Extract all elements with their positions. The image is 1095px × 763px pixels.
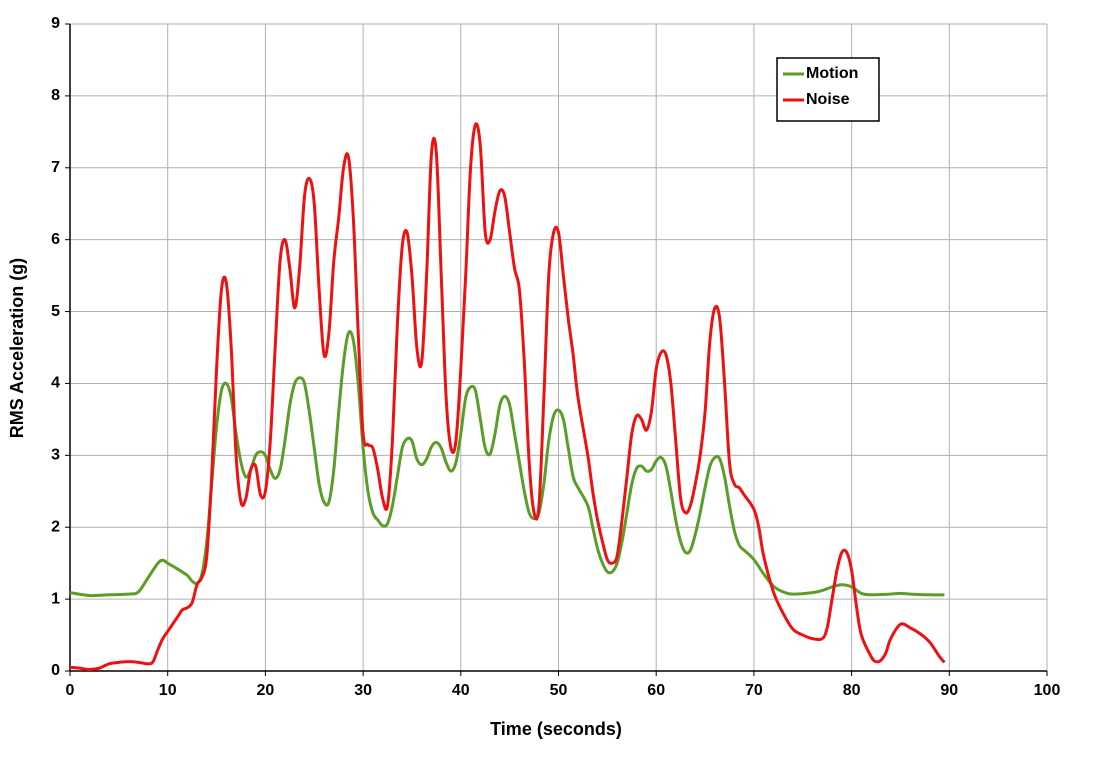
y-tick-label: 5 xyxy=(51,303,60,320)
y-tick-label: 0 xyxy=(51,662,60,679)
legend-box xyxy=(776,57,880,122)
x-axis-label: Time (seconds) xyxy=(490,719,622,739)
x-tick-label: 20 xyxy=(257,682,275,699)
y-axis-label: RMS Acceleration (g) xyxy=(7,258,27,438)
x-tick-label: 0 xyxy=(66,682,75,699)
x-tick-label: 100 xyxy=(1034,682,1061,699)
legend-label: Motion xyxy=(806,65,858,82)
y-tick-label: 7 xyxy=(51,159,60,176)
line-series xyxy=(69,330,945,598)
legend-label: Noise xyxy=(806,91,850,108)
x-tick-label: 30 xyxy=(354,682,372,699)
line-series xyxy=(69,122,946,672)
x-tick-label: 40 xyxy=(452,682,470,699)
x-tick-label: 70 xyxy=(745,682,763,699)
y-tick-label: 8 xyxy=(51,87,60,104)
x-tick-label: 10 xyxy=(159,682,177,699)
x-tick-label: 80 xyxy=(843,682,861,699)
y-tick-label: 1 xyxy=(51,590,60,607)
y-tick-label: 3 xyxy=(51,447,60,464)
y-tick-label: 4 xyxy=(51,375,60,392)
y-tick-label: 2 xyxy=(51,518,60,535)
x-tick-label: 90 xyxy=(940,682,958,699)
y-tick-label: 9 xyxy=(51,15,60,32)
y-tick-label: 6 xyxy=(51,231,60,248)
x-tick-label: 60 xyxy=(647,682,665,699)
x-tick-label: 50 xyxy=(550,682,568,699)
